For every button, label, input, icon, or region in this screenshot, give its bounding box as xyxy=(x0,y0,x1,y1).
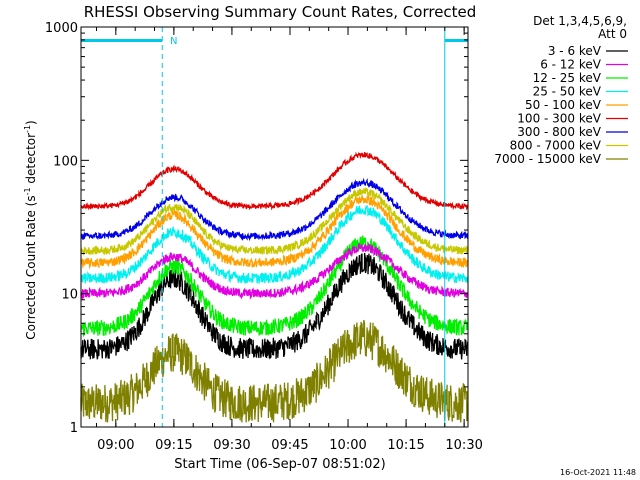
footer-date: 16-Oct-2021 11:48 xyxy=(560,468,636,477)
series-line-8 xyxy=(80,187,469,256)
x-tick-label: 10:15 xyxy=(387,438,424,453)
series-line-9 xyxy=(80,319,469,423)
legend-label-2: 6 - 12 keV xyxy=(540,58,602,72)
series-line-4 xyxy=(80,204,469,285)
y-axis-label: Corrected Count Rate (s-1 detector-1) xyxy=(23,120,38,339)
series-line-2 xyxy=(80,242,469,301)
x-tick-label: 09:45 xyxy=(271,438,308,453)
y-tick-label: 1 xyxy=(70,421,78,436)
legend-label-8: 800 - 7000 keV xyxy=(510,139,602,153)
legend-header-2: Att 0 xyxy=(598,27,627,41)
legend-label-5: 50 - 100 keV xyxy=(525,98,602,112)
series-line-5 xyxy=(80,194,469,270)
x-tick-label: 10:00 xyxy=(329,438,366,453)
y-tick-label: 1000 xyxy=(45,21,78,36)
night-marker-bar xyxy=(444,39,468,42)
y-tick-label: 100 xyxy=(53,154,78,169)
series-line-7 xyxy=(80,177,469,242)
x-tick-label: 09:00 xyxy=(97,438,134,453)
night-marker-label: N xyxy=(170,36,177,47)
series-line-6 xyxy=(80,151,469,211)
legend-label-9: 7000 - 15000 keV xyxy=(494,152,601,166)
x-axis-label: Start Time (06-Sep-07 08:51:02) xyxy=(174,457,385,472)
legend-label-6: 100 - 300 keV xyxy=(517,112,601,126)
legend-label-1: 3 - 6 keV xyxy=(548,44,602,58)
chart-title: RHESSI Observing Summary Count Rates, Co… xyxy=(84,3,477,21)
plot-frame xyxy=(80,26,469,428)
series-layer xyxy=(80,151,469,423)
x-tick-label: 10:30 xyxy=(445,438,482,453)
legend-label-4: 25 - 50 keV xyxy=(533,85,602,99)
x-axis-ticks: 09:00 09:15 09:30 09:45 10:00 10:15 10:30 xyxy=(95,27,483,453)
series-line-1 xyxy=(80,252,469,360)
legend-label-3: 12 - 25 keV xyxy=(533,71,602,85)
series-line-3 xyxy=(80,235,469,338)
legend-label-7: 300 - 800 keV xyxy=(517,125,601,139)
legend-header-1: Det 1,3,4,5,6,9, xyxy=(533,14,627,28)
night-marker-bar xyxy=(81,39,163,42)
x-tick-label: 09:15 xyxy=(155,438,192,453)
y-axis-ticks: 1 10 100 1000 xyxy=(45,21,468,436)
y-tick-label: 10 xyxy=(61,288,78,303)
x-tick-label: 09:30 xyxy=(213,438,250,453)
